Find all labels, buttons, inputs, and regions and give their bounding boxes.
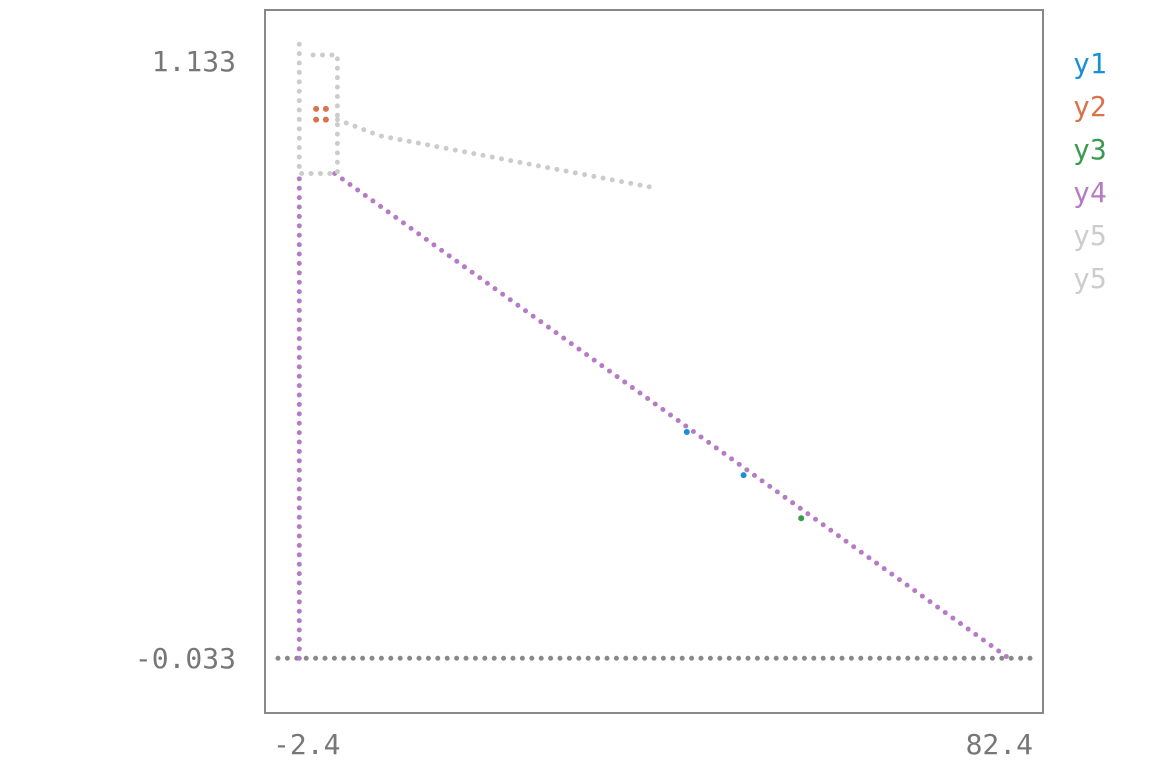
series-point: [683, 429, 690, 436]
series-point: [322, 105, 329, 112]
series-line: [334, 117, 653, 190]
series-point: [313, 105, 320, 112]
legend-label: y5: [1073, 219, 1107, 252]
series-line: [296, 170, 1012, 661]
legend-label: y1: [1073, 47, 1107, 80]
legend-label: y2: [1073, 90, 1107, 123]
y-tick-label: 1.133: [152, 45, 236, 78]
plot-frame: [264, 9, 1044, 714]
y-tick-label: -0.033: [135, 642, 236, 675]
series-point: [322, 116, 329, 123]
series-line: [296, 41, 340, 176]
legend-label: y3: [1073, 133, 1107, 166]
legend-label: y4: [1073, 176, 1107, 209]
x-tick-label: -2.4: [273, 728, 340, 761]
legend-label: y5: [1073, 262, 1107, 295]
series-point: [740, 472, 747, 479]
x-tick-label: 82.4: [966, 728, 1033, 761]
series-point: [313, 116, 320, 123]
series-point: [798, 515, 805, 522]
